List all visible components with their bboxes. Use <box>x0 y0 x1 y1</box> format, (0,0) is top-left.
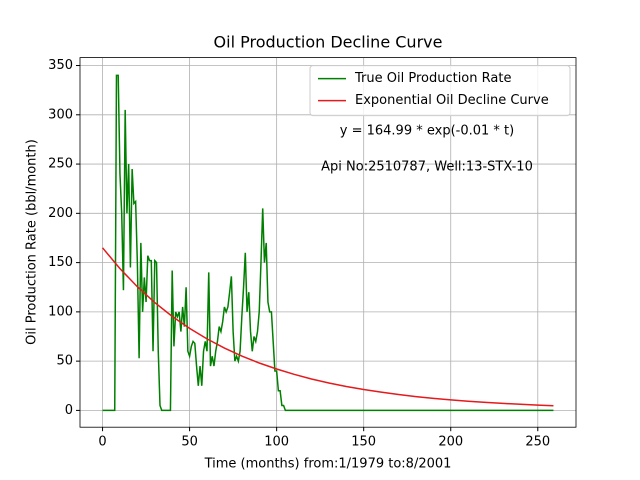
x-tick-label: 50 <box>181 435 198 450</box>
legend-label: Exponential Oil Decline Curve <box>355 93 549 108</box>
annotation: Api No:2510787, Well:13-STX-10 <box>321 160 533 175</box>
y-tick-label: 150 <box>48 255 73 270</box>
x-tick-label: 200 <box>438 435 463 450</box>
y-tick-label: 200 <box>48 206 73 221</box>
series-line <box>101 247 554 407</box>
y-tick-label: 50 <box>56 354 73 369</box>
annotation: y = 164.99 * exp(-0.01 * t) <box>340 124 514 139</box>
legend-label: True Oil Production Rate <box>354 71 511 86</box>
y-tick-label: 300 <box>48 107 73 122</box>
x-tick-label: 250 <box>525 435 550 450</box>
x-axis-label: Time (months) from:1/1979 to:8/2001 <box>204 457 452 472</box>
chart-title: Oil Production Decline Curve <box>214 33 443 52</box>
legend: True Oil Production Rate Exponential Oil … <box>309 65 571 117</box>
series-line <box>102 74 554 412</box>
x-tick-label: 150 <box>351 435 376 450</box>
x-tick-label: 100 <box>264 435 289 450</box>
plot-frame <box>79 57 577 428</box>
x-tick-label: 0 <box>98 435 106 450</box>
y-axis-label: Oil Production Rate (bbl/month) <box>25 139 40 345</box>
y-tick-label: 100 <box>48 304 73 319</box>
legend-box <box>309 65 571 117</box>
y-tick-label: 250 <box>48 157 73 172</box>
y-tick-label: 350 <box>48 58 73 73</box>
y-tick-label: 0 <box>65 403 73 418</box>
